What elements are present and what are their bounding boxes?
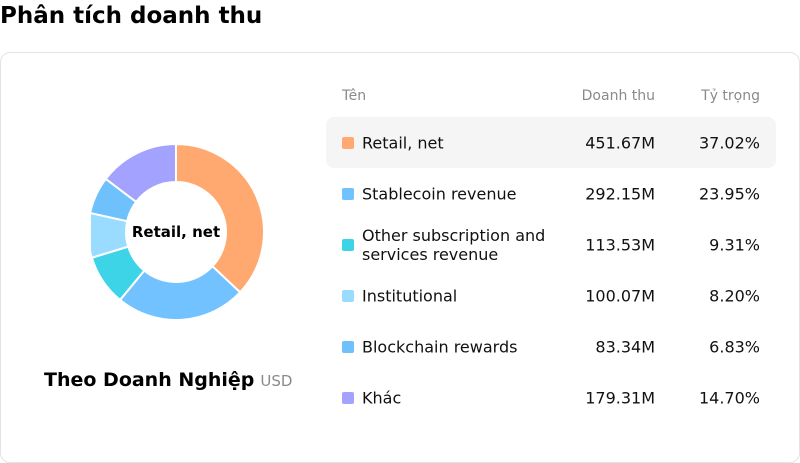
table-row[interactable]: Retail, net 451.67M 37.02% — [326, 117, 776, 168]
column-header-name: Tên — [342, 88, 367, 104]
row-name: Institutional — [362, 286, 458, 305]
column-header-revenue: Doanh thu — [581, 88, 655, 104]
row-name: Khác — [362, 388, 402, 407]
legend-swatch — [342, 137, 354, 149]
revenue-donut-chart[interactable] — [91, 145, 271, 325]
row-share: 8.20% — [709, 286, 760, 305]
row-share: 6.83% — [709, 337, 760, 356]
row-revenue: 292.15M — [585, 184, 655, 203]
column-header-share: Tỷ trọng — [701, 88, 760, 104]
table-row[interactable]: Other subscription and services revenue … — [326, 219, 776, 270]
row-name: Retail, net — [362, 133, 444, 152]
legend-swatch — [342, 188, 354, 200]
row-share: 9.31% — [709, 235, 760, 254]
revenue-card: Retail, net Theo Doanh Nghiệp USD Tên Doa… — [0, 52, 800, 463]
donut-slice-5[interactable] — [104, 145, 177, 204]
legend-swatch — [342, 341, 354, 353]
row-revenue: 83.34M — [595, 337, 655, 356]
donut-center-label: Retail, net — [131, 223, 221, 241]
table-row[interactable]: Institutional 100.07M 8.20% — [326, 270, 776, 321]
table-row[interactable]: Khác 179.31M 14.70% — [326, 372, 776, 423]
table-row[interactable]: Blockchain rewards 83.34M 6.83% — [326, 321, 776, 372]
row-share: 23.95% — [698, 184, 760, 203]
row-revenue: 179.31M — [585, 388, 655, 407]
legend-swatch — [342, 392, 354, 404]
row-revenue: 113.53M — [585, 235, 655, 254]
table-row[interactable]: Stablecoin revenue 292.15M 23.95% — [326, 168, 776, 219]
revenue-table: Tên Doanh thu Tỷ trọng Retail, net 451.6… — [326, 83, 776, 423]
donut-slice-0[interactable] — [175, 145, 265, 294]
row-revenue: 100.07M — [585, 286, 655, 305]
row-revenue: 451.67M — [585, 133, 655, 152]
legend-swatch — [342, 239, 354, 251]
segment-caption: Theo Doanh Nghiệp USD — [44, 369, 292, 391]
row-share: 37.02% — [698, 133, 760, 152]
row-share: 14.70% — [698, 388, 760, 407]
currency-unit: USD — [260, 372, 293, 390]
table-header: Tên Doanh thu Tỷ trọng — [326, 83, 776, 109]
row-name: Blockchain rewards — [362, 337, 518, 356]
segment-name: Theo Doanh Nghiệp — [44, 369, 255, 391]
row-name: Stablecoin revenue — [362, 184, 517, 203]
page-title: Phân tích doanh thu — [0, 3, 263, 29]
row-name: Other subscription and services revenue — [362, 225, 546, 264]
legend-swatch — [342, 290, 354, 302]
